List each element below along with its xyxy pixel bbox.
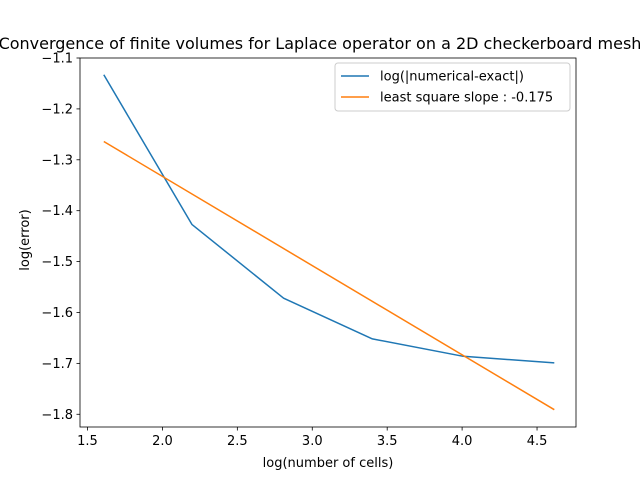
y-tick-label: −1.2 — [41, 102, 73, 117]
plot-area: 1.5 2.0 2.5 3.0 3.5 4.0 4.5 −1.1 −1.2 −1.3 −1.4 −1.… — [41, 52, 577, 449]
y-tick-label: −1.7 — [41, 357, 73, 372]
chart-title: Convergence of finite volumes for Laplac… — [0, 34, 640, 53]
x-axis-label: log(number of cells) — [263, 456, 394, 471]
y-tick-label: −1.4 — [41, 204, 73, 219]
y-tick-label: −1.6 — [41, 306, 73, 321]
y-tick-label: −1.8 — [41, 408, 73, 423]
x-tick-label: 2.0 — [152, 434, 173, 449]
x-tick-label: 3.5 — [377, 434, 398, 449]
legend-box — [334, 62, 571, 112]
y-tick-label: −1.1 — [41, 52, 73, 67]
y-tick-label: −1.5 — [41, 255, 73, 270]
axes-frame — [79, 57, 577, 428]
legend-label-2: least square slope : -0.175 — [380, 91, 553, 106]
x-tick-label: 2.5 — [227, 434, 248, 449]
y-axis-label: log(error) — [18, 209, 33, 270]
series-line-2 — [103, 140, 555, 411]
y-tick-label: −1.3 — [41, 153, 73, 168]
x-tick-label: 3.0 — [302, 434, 323, 449]
x-tick-label: 4.0 — [452, 434, 473, 449]
legend-label-1: log(|numerical-exact|) — [380, 70, 524, 85]
legend: log(|numerical-exact|) least square slope… — [334, 62, 571, 112]
x-tick-label: 1.5 — [77, 434, 98, 449]
series-line-1 — [103, 74, 555, 364]
x-tick-label: 4.5 — [527, 434, 548, 449]
